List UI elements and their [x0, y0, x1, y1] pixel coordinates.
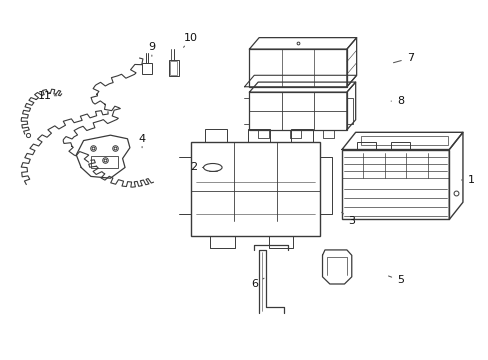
Bar	[91, 156, 118, 168]
Bar	[170, 61, 177, 75]
Bar	[190, 142, 320, 235]
Text: 1: 1	[461, 175, 474, 185]
Bar	[142, 63, 152, 74]
Bar	[205, 129, 226, 142]
Text: 6: 6	[250, 278, 264, 289]
Bar	[249, 49, 346, 87]
Text: 7: 7	[393, 53, 413, 63]
Text: 2: 2	[189, 162, 203, 172]
Text: 4: 4	[138, 134, 145, 148]
Text: 3: 3	[341, 212, 355, 226]
Text: 8: 8	[390, 96, 403, 106]
Text: 11: 11	[38, 91, 57, 101]
Bar	[168, 60, 178, 76]
Bar	[248, 129, 269, 142]
Text: 9: 9	[148, 42, 155, 56]
Bar	[390, 141, 409, 149]
Bar	[360, 136, 447, 145]
Bar	[249, 92, 346, 130]
Bar	[341, 149, 448, 220]
Text: 10: 10	[183, 33, 198, 47]
Bar	[356, 141, 375, 149]
Text: 5: 5	[388, 275, 403, 285]
Bar	[291, 129, 312, 142]
